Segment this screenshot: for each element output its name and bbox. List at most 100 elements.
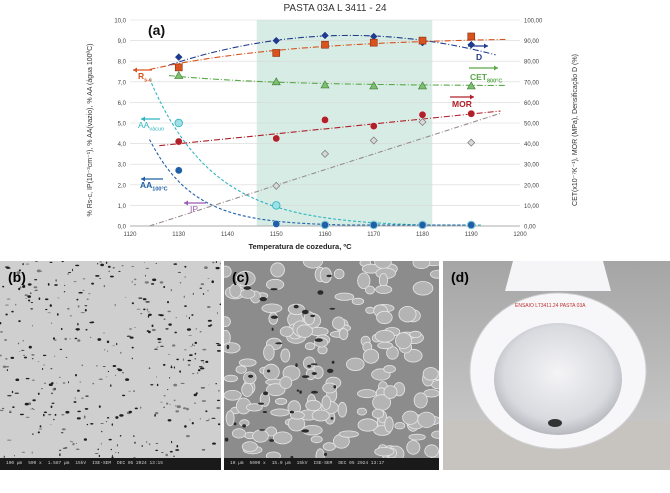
pore-spot: [92, 382, 95, 385]
grain-cell: [225, 410, 235, 427]
pore-spot: [198, 366, 203, 368]
y-left-tick-label: 6,0: [118, 101, 127, 107]
annotation-arrowhead: [141, 176, 145, 182]
pore-spot: [184, 265, 187, 268]
pore-spot: [159, 401, 163, 403]
pore-spot: [105, 261, 108, 264]
pore-spot: [51, 392, 53, 395]
pore-spot: [175, 404, 177, 407]
annotation-aa-vacuum: AAvácuo: [138, 120, 165, 133]
dark-pore: [248, 374, 254, 378]
pore-spot: [216, 350, 221, 352]
pore-spot: [191, 373, 195, 375]
pore-spot: [30, 302, 34, 303]
pore-spot: [5, 313, 8, 316]
pore-spot: [107, 265, 111, 268]
pore-spot: [52, 388, 55, 391]
pore-spot: [156, 383, 159, 387]
series-line-ip: [149, 112, 501, 227]
dark-pore: [233, 422, 237, 426]
micrograph-b: (b) 100 µm 500 x 1.587 µm 15kV ISE-SEM DEC 05…: [0, 261, 221, 470]
pore-spot: [84, 308, 87, 312]
dark-pore: [326, 274, 332, 278]
pore-spot: [83, 416, 86, 419]
pore-spot: [151, 328, 156, 332]
data-point-mor: [174, 137, 183, 146]
pore-spot: [173, 399, 176, 402]
pore-spot: [31, 354, 35, 356]
pore-spot: [105, 421, 108, 423]
pore-spot: [150, 283, 155, 285]
pore-spot: [83, 438, 87, 441]
pore-spot: [192, 292, 194, 296]
pore-spot: [200, 387, 206, 389]
pore-spot: [186, 328, 192, 331]
dark-pore: [295, 363, 298, 368]
pore-spot: [208, 384, 210, 386]
y-axis-right-label: CET(x10⁻⁷K⁻¹), MOR (MPa), Densificação D…: [572, 54, 579, 206]
data-point-aa100-c: [467, 221, 476, 229]
annotation-aa-100c: AA100°C: [140, 180, 168, 193]
pore-spot: [116, 342, 118, 346]
pore-spot: [11, 310, 14, 313]
grain-cell: [319, 267, 332, 284]
pore-spot: [18, 269, 21, 272]
grain-cell: [224, 374, 238, 383]
pore-spot: [0, 331, 3, 333]
pore-spot: [3, 455, 5, 458]
pore-spot: [168, 323, 172, 326]
pore-spot: [199, 331, 202, 333]
pore-spot: [75, 448, 80, 450]
panel-label-a: (a): [148, 22, 166, 38]
pore-spot: [32, 399, 36, 402]
pore-spot: [148, 330, 151, 334]
dark-pore: [314, 338, 323, 342]
data-point-mor: [418, 110, 427, 119]
pore-spot: [129, 328, 132, 330]
grain-cell: [305, 399, 322, 412]
pore-spot: [158, 314, 163, 316]
grain-cell: [263, 344, 275, 361]
pore-spot: [25, 377, 30, 380]
pore-spot: [176, 405, 181, 409]
pore-spot: [218, 389, 220, 392]
pore-spot: [145, 274, 147, 277]
pore-spot: [106, 340, 110, 344]
pore-spot: [99, 278, 101, 279]
pore-spot: [81, 364, 84, 367]
pore-spot: [119, 414, 124, 417]
pore-spot: [187, 359, 192, 362]
pore-spot: [179, 370, 182, 373]
pore-spot: [20, 286, 22, 289]
annotation-arrowhead: [184, 200, 188, 206]
grain-cell: [374, 329, 395, 343]
pore-spot: [144, 262, 146, 263]
pore-spot: [102, 332, 106, 334]
pore-spot: [95, 275, 100, 277]
grain-cell: [374, 446, 395, 457]
y-right-tick-label: 0,00: [524, 225, 536, 231]
pore-spot: [4, 304, 9, 306]
pore-spot: [170, 366, 173, 369]
grain-cell: [280, 348, 291, 363]
grain-cell: [287, 303, 306, 315]
pore-spot: [146, 441, 148, 443]
grain-cell: [302, 356, 316, 370]
pore-spot: [148, 443, 151, 446]
pore-spot: [119, 435, 122, 437]
pore-spot: [74, 396, 76, 400]
pore-spot: [30, 292, 32, 294]
pore-spot: [18, 287, 21, 291]
data-point-aavacuum: [174, 118, 183, 128]
product-photo-d: (d) ENSAIO LT3411.24 PASTA 03A: [443, 261, 670, 470]
data-point-cet800-c: [174, 71, 184, 79]
pore-spot: [167, 419, 172, 422]
micrograph-c-image: [224, 261, 439, 470]
pore-spot: [31, 358, 34, 360]
pore-spot: [9, 411, 12, 413]
grain-cell: [338, 328, 349, 341]
pore-spot: [156, 376, 157, 378]
pore-spot: [72, 268, 74, 272]
pore-spot: [177, 271, 182, 273]
pore-spot: [151, 324, 154, 328]
